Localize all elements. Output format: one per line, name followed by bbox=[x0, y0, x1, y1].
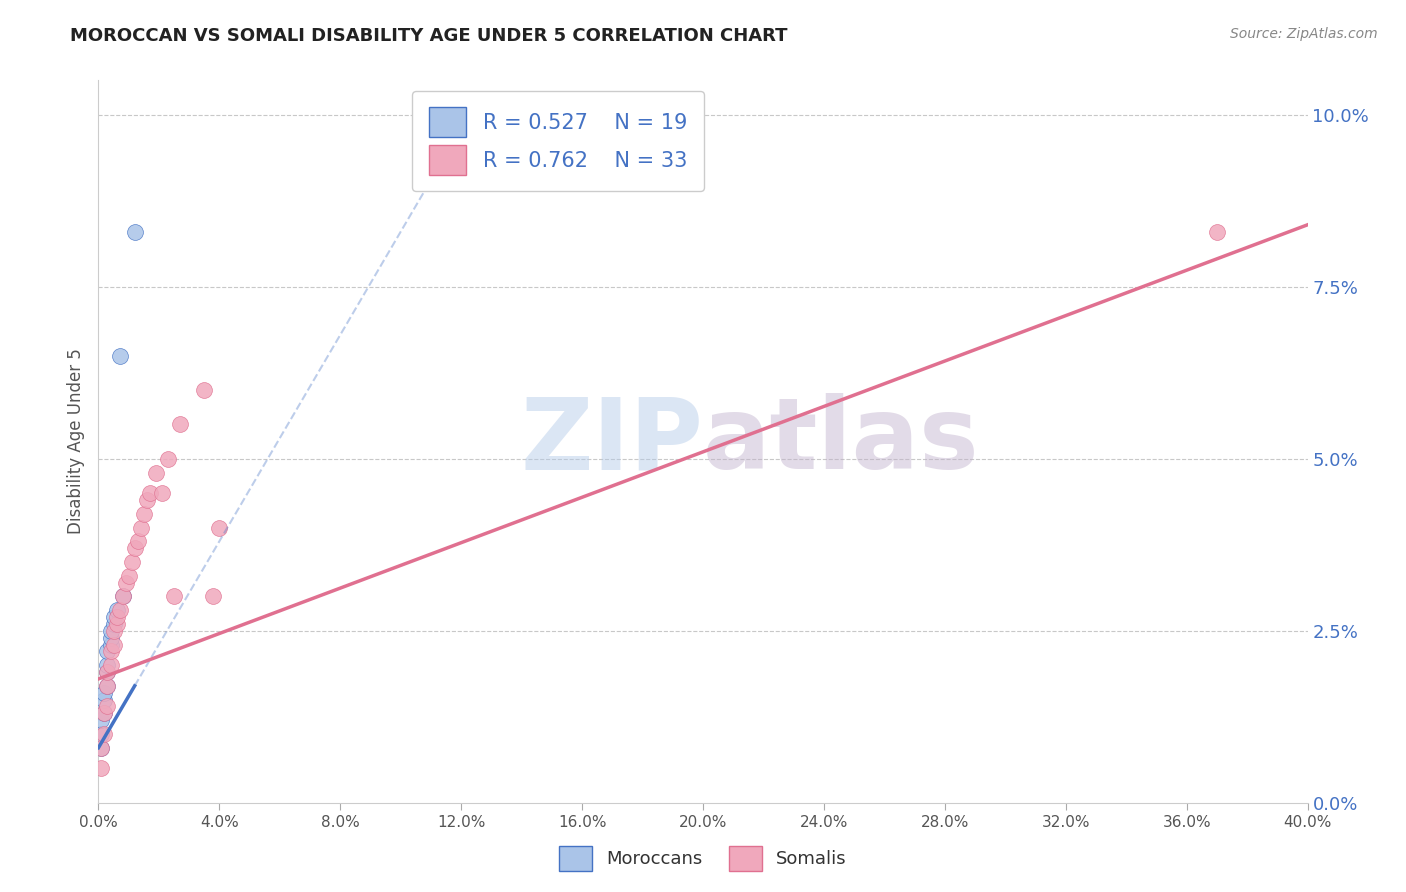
Point bbox=[156, 451, 179, 466]
Point bbox=[150, 486, 173, 500]
Point bbox=[111, 590, 134, 604]
Point bbox=[96, 665, 118, 679]
Point bbox=[96, 665, 118, 679]
Point bbox=[93, 706, 115, 721]
Point bbox=[100, 631, 122, 645]
Point bbox=[108, 349, 131, 363]
Point bbox=[90, 740, 112, 755]
Point bbox=[124, 541, 146, 556]
Point bbox=[96, 679, 118, 693]
Point bbox=[96, 644, 118, 658]
Point bbox=[1206, 225, 1229, 239]
Point bbox=[90, 713, 112, 727]
Point bbox=[100, 638, 122, 652]
Point bbox=[96, 658, 118, 673]
Point bbox=[105, 616, 128, 631]
Legend: R = 0.527    N = 19, R = 0.762    N = 33: R = 0.527 N = 19, R = 0.762 N = 33 bbox=[412, 91, 704, 191]
Point bbox=[121, 555, 143, 569]
Point bbox=[105, 610, 128, 624]
Y-axis label: Disability Age Under 5: Disability Age Under 5 bbox=[66, 349, 84, 534]
Point bbox=[90, 740, 112, 755]
Point bbox=[103, 616, 125, 631]
Point bbox=[93, 686, 115, 700]
Text: atlas: atlas bbox=[703, 393, 980, 490]
Text: MOROCCAN VS SOMALI DISABILITY AGE UNDER 5 CORRELATION CHART: MOROCCAN VS SOMALI DISABILITY AGE UNDER … bbox=[70, 27, 787, 45]
Point bbox=[103, 624, 125, 638]
Point bbox=[90, 727, 112, 741]
Point bbox=[208, 520, 231, 534]
Point bbox=[129, 520, 152, 534]
Point bbox=[103, 638, 125, 652]
Point bbox=[96, 699, 118, 714]
Point bbox=[103, 610, 125, 624]
Point bbox=[163, 590, 186, 604]
Point bbox=[111, 590, 134, 604]
Point bbox=[139, 486, 162, 500]
Point bbox=[114, 575, 136, 590]
Point bbox=[90, 761, 112, 775]
Point bbox=[127, 534, 149, 549]
Point bbox=[135, 493, 157, 508]
Point bbox=[100, 624, 122, 638]
Point bbox=[100, 644, 122, 658]
Point bbox=[118, 568, 141, 582]
Point bbox=[202, 590, 225, 604]
Point bbox=[93, 692, 115, 706]
Point bbox=[108, 603, 131, 617]
Point bbox=[100, 658, 122, 673]
Point bbox=[93, 706, 115, 721]
Text: ZIP: ZIP bbox=[520, 393, 703, 490]
Point bbox=[96, 679, 118, 693]
Point bbox=[93, 727, 115, 741]
Point bbox=[105, 603, 128, 617]
Legend: Moroccans, Somalis: Moroccans, Somalis bbox=[551, 838, 855, 879]
Point bbox=[145, 466, 167, 480]
Point bbox=[124, 225, 146, 239]
Point bbox=[169, 417, 191, 432]
Point bbox=[193, 383, 215, 397]
Point bbox=[132, 507, 155, 521]
Text: Source: ZipAtlas.com: Source: ZipAtlas.com bbox=[1230, 27, 1378, 41]
